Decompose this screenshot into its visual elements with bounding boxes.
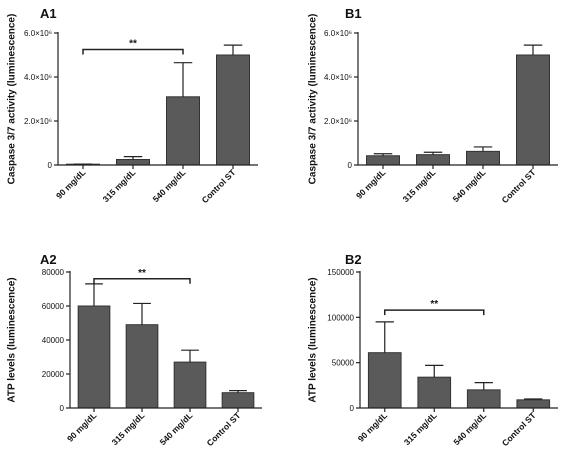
- y-tick-label: 0: [60, 404, 65, 413]
- y-tick-label: 4.0×10⁶: [324, 73, 352, 82]
- y-tick-label: 2.0×10⁶: [324, 117, 352, 126]
- bar: [125, 324, 159, 409]
- x-tick-label: 315 mg/dL: [101, 167, 138, 204]
- x-tick-label: 90 mg/dL: [356, 410, 389, 443]
- bar: [173, 361, 207, 409]
- panel-a2: A2 ATP levels (luminescence) 0 20000 40000 60…: [7, 252, 262, 448]
- bar: [416, 154, 450, 166]
- significance-bracket: [82, 48, 184, 55]
- significance-label: **: [430, 299, 438, 310]
- x-tick-label: 315 mg/dL: [110, 410, 147, 447]
- y-axis-label: Caspase 3/7 activity (luminescence): [308, 14, 319, 185]
- x-tick-label: 315 mg/dL: [402, 410, 439, 447]
- bar: [466, 150, 500, 166]
- panel-b2: B2 ATP levels (luminescence) 0 50000 100000 1…: [308, 252, 558, 448]
- x-tick-label: 90 mg/dL: [354, 167, 387, 200]
- significance-bracket: [384, 309, 485, 316]
- panel-label: A1: [40, 6, 57, 21]
- y-tick-label: 60000: [42, 302, 65, 311]
- panel-b1: B1 Caspase 3/7 activity (luminescence) 0 2.…: [308, 6, 558, 205]
- y-tick-label: 2.0×10⁶: [24, 117, 52, 126]
- x-tick-label: Control ST: [500, 167, 538, 205]
- y-axis-label: ATP levels (luminescence): [7, 277, 18, 402]
- bar: [466, 389, 501, 409]
- x-tick-label: 540 mg/dL: [151, 167, 188, 204]
- significance-label: **: [138, 268, 146, 279]
- y-tick-label: 4.0×10⁶: [24, 73, 52, 82]
- y-tick-label: 100000: [327, 313, 354, 322]
- x-tick-label: Control ST: [500, 410, 538, 448]
- bar: [216, 54, 250, 166]
- significance-label: **: [129, 39, 137, 50]
- y-tick-label: 40000: [42, 336, 65, 345]
- y-tick-label: 80000: [42, 268, 65, 277]
- y-tick-label: 6.0×10⁶: [24, 29, 52, 38]
- y-tick-label: 150000: [327, 268, 354, 277]
- y-tick-label: 50000: [332, 359, 355, 368]
- bar: [366, 155, 400, 166]
- bar: [516, 54, 550, 166]
- y-tick-label: 0: [350, 404, 355, 413]
- panel-label: B2: [345, 252, 362, 267]
- y-tick-label: 0: [48, 161, 53, 170]
- y-tick-label: 20000: [42, 370, 65, 379]
- y-axis-label: Caspase 3/7 activity (luminescence): [7, 14, 18, 185]
- x-tick-label: 540 mg/dL: [158, 410, 195, 447]
- y-axis-label: ATP levels (luminescence): [308, 277, 319, 402]
- x-tick-label: 540 mg/dL: [451, 167, 488, 204]
- x-tick-label: Control ST: [205, 410, 243, 448]
- bar: [367, 352, 402, 409]
- bar: [166, 96, 200, 166]
- y-tick-label: 0: [348, 161, 353, 170]
- x-tick-label: 90 mg/dL: [54, 167, 87, 200]
- x-tick-label: 315 mg/dL: [401, 167, 438, 204]
- bar: [417, 376, 452, 409]
- panel-label: A2: [40, 252, 57, 267]
- x-tick-label: 540 mg/dL: [451, 410, 488, 447]
- significance-bracket: [93, 278, 191, 284]
- bar: [77, 305, 111, 409]
- y-tick-label: 6.0×10⁶: [324, 29, 352, 38]
- x-tick-label: 90 mg/dL: [65, 410, 98, 443]
- bar: [516, 399, 551, 409]
- x-tick-label: Control ST: [200, 167, 238, 205]
- panel-label: B1: [345, 6, 362, 21]
- panel-a1: A1 Caspase 3/7 activity (luminescence) 0 2.…: [7, 6, 258, 205]
- bar: [116, 159, 150, 166]
- bar: [221, 392, 255, 409]
